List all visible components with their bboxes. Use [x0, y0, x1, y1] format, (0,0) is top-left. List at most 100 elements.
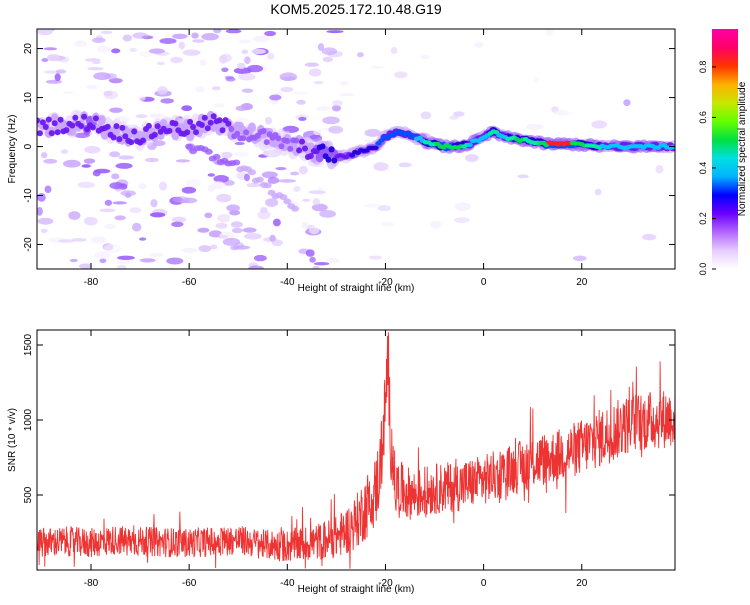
ridge-point: [72, 114, 79, 121]
ridge-point: [187, 118, 194, 125]
noise-blob: [269, 234, 276, 242]
ridge-point: [184, 129, 191, 136]
noise-blob: [117, 264, 127, 269]
ridge-point: [145, 122, 152, 129]
noise-blob: [312, 198, 320, 206]
noise-blob: [213, 175, 229, 183]
noise-blob: [296, 99, 306, 105]
ridge-point: [307, 153, 314, 159]
noise-blob: [243, 233, 262, 240]
ridge-point: [284, 138, 291, 144]
noise-blob: [109, 151, 121, 158]
noise-blob: [322, 116, 340, 125]
y-tick-label: -20: [23, 237, 34, 252]
noise-blob: [208, 230, 223, 238]
noise-blob: [41, 58, 49, 62]
ridge-point: [78, 123, 85, 129]
secondary-ridge: [185, 143, 300, 212]
noise-blob: [109, 182, 124, 190]
noise-blob: [54, 73, 61, 82]
noise-blob: [267, 176, 280, 184]
noise-blob: [221, 67, 229, 73]
noise-blob: [148, 253, 164, 257]
noise-blob: [305, 249, 315, 257]
noise-blob: [234, 141, 245, 146]
noise-blob: [232, 151, 250, 157]
noise-blob: [122, 34, 132, 42]
noise-blob: [642, 233, 657, 241]
snr-y-axis-label: SNR (10 * v/v): [7, 408, 18, 472]
noise-blob: [298, 165, 308, 175]
ridge-point: [204, 125, 211, 132]
noise-blob: [235, 105, 248, 112]
noise-blob: [373, 162, 389, 172]
noise-blob: [532, 76, 539, 83]
y-tick-label: 1500: [23, 333, 34, 356]
noise-blob: [132, 32, 148, 39]
main-ridge: [37, 109, 675, 170]
noise-blob: [474, 41, 484, 48]
noise-blob: [79, 263, 92, 269]
ridge-point: [63, 127, 70, 134]
noise-blob: [265, 198, 279, 207]
ridge-point: [116, 136, 123, 143]
noise-blob: [87, 67, 104, 71]
ridge-point: [54, 129, 61, 136]
noise-blob: [264, 116, 273, 125]
noise-blob: [246, 64, 264, 73]
noise-blob: [198, 245, 212, 253]
noise-blob: [77, 181, 95, 189]
noise-blob: [94, 251, 111, 259]
noise-blob: [308, 226, 320, 235]
noise-blob: [332, 100, 343, 107]
noise-blob: [166, 257, 184, 265]
ridge-point: [349, 153, 356, 158]
spectrogram-panel: -80 -60 -40 -20 0 20 -20 -10 0 10 20 Height of str…: [7, 28, 676, 294]
noise-blob: [103, 90, 118, 100]
noise-blob: [364, 203, 381, 208]
noise-blob: [280, 86, 294, 93]
noise-blob: [37, 217, 54, 225]
noise-blob: [85, 84, 98, 90]
secondary-ridge-point: [212, 153, 221, 160]
noise-blob: [84, 145, 101, 154]
noise-blob: [191, 32, 199, 39]
ridge-point: [113, 123, 120, 130]
noise-blob: [181, 186, 197, 194]
noise-blob: [301, 221, 309, 229]
x-tick-label: -20: [378, 277, 393, 288]
secondary-ridge-point: [248, 169, 256, 176]
ridge-point: [51, 120, 58, 127]
ridge-point: [248, 122, 256, 133]
y-tick-label: 0: [23, 143, 34, 149]
noise-blob: [226, 204, 241, 212]
secondary-ridge-point: [263, 182, 272, 189]
x-tick-label: 20: [576, 277, 588, 288]
noise-blob: [572, 255, 587, 262]
ridge-point: [166, 127, 173, 134]
noise-blob: [62, 91, 74, 95]
noise-blob: [517, 174, 529, 179]
noise-blob: [37, 29, 53, 36]
colorbar-tick-label: 0.2: [698, 212, 708, 225]
ridge-point: [210, 113, 217, 120]
snr-axes: -80 -60 -40 -20 0 20 500 1000 1500: [23, 330, 675, 589]
noise-blob: [257, 210, 271, 220]
ridge-point: [198, 122, 205, 128]
ridge-point: [287, 145, 294, 152]
secondary-ridge-point: [232, 159, 241, 166]
ridge-point: [328, 146, 335, 153]
noise-blob: [309, 68, 322, 77]
ridge-point: [42, 124, 49, 130]
ridge-point: [97, 115, 106, 126]
ridge-point: [219, 127, 226, 134]
noise-blob: [326, 257, 340, 264]
noise-blob: [199, 59, 207, 66]
noise-blob: [231, 227, 243, 234]
noise-blob: [394, 71, 408, 79]
noise-blob: [364, 128, 382, 137]
noise-blob: [213, 103, 226, 108]
noise-blob: [357, 52, 364, 58]
spectrogram-y-axis-label: Frequency (Hz): [7, 115, 18, 184]
noise-blob: [139, 258, 156, 263]
